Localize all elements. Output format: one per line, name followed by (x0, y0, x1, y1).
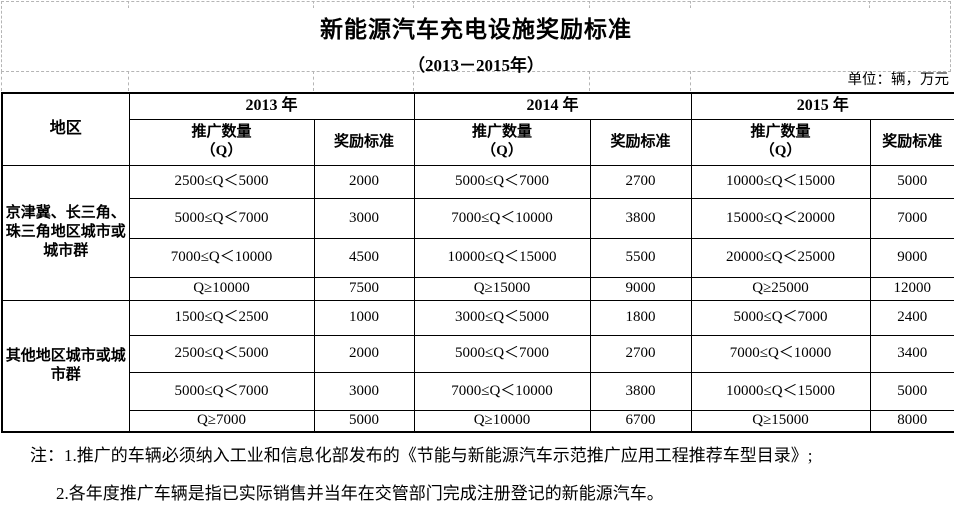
table-row: 其他地区城市或城市群 1500≤Q＜2500 1000 3000≤Q＜5000 … (1, 299, 954, 433)
table-cell: 10000≤Q＜15000 (690, 164, 871, 199)
unit-note: 单位：辆，万元 (847, 72, 950, 88)
table-cell: 1500≤Q＜2500 (128, 299, 315, 336)
table-cell: 2000 (313, 334, 415, 373)
table-row: 2500≤Q＜5000 2000 5000≤Q＜7000 2700 7000≤Q… (2, 334, 954, 373)
year-header-2014: 2014 年 (413, 92, 692, 120)
title-area: 新能源汽车充电设施奖励标准 （2013－2015年） (1, 1, 951, 75)
table-row: 京津冀、长三角、珠三角地区城市或城市群 2500≤Q＜5000 2000 500… (1, 164, 954, 301)
reward-header-2013: 奖励标准 (313, 118, 415, 166)
table-cell: Q≥15000 (413, 276, 591, 301)
table-cell: 1000 (313, 299, 415, 336)
table-cell: 5000 (313, 409, 415, 433)
table-cell: 5000 (869, 371, 954, 411)
qty-header-label: 推广数量 (472, 124, 533, 141)
table-cell: 2000 (313, 164, 415, 199)
qty-header-q: （Q） (759, 143, 802, 159)
table-cell: Q≥7000 (128, 409, 315, 433)
table-cell: 10000≤Q＜15000 (413, 237, 591, 278)
table-row-subheaders: 推广数量 （Q） 奖励标准 推广数量 （Q） 奖励标准 推广数量 （Q） 奖励标… (2, 118, 954, 166)
table-cell: 9000 (869, 237, 954, 278)
qty-header-q: （Q） (200, 143, 243, 159)
qty-header-label: 推广数量 (191, 124, 252, 141)
table-cell: 2500≤Q＜5000 (128, 164, 315, 199)
table-cell: 2700 (589, 334, 692, 373)
table-row: 5000≤Q＜7000 3000 7000≤Q＜10000 3800 10000… (2, 371, 954, 411)
table-cell: 7000≤Q＜10000 (413, 197, 591, 239)
qty-header-2013: 推广数量 （Q） (128, 118, 315, 166)
table-cell: 7500 (313, 276, 415, 301)
table-cell: 7000≤Q＜10000 (413, 371, 591, 411)
table-cell: 20000≤Q＜25000 (690, 237, 871, 278)
table-cell: 5000≤Q＜7000 (690, 299, 871, 336)
region-label-key-areas: 京津冀、长三角、珠三角地区城市或城市群 (1, 164, 130, 301)
table-cell: 8000 (869, 409, 954, 433)
gridline-tick (869, 1, 870, 8)
table-cell: 1800 (589, 299, 692, 336)
table-row: Q≥10000 7500 Q≥15000 9000 Q≥25000 12000 (2, 276, 954, 301)
table-cell: 6700 (589, 409, 692, 433)
table-cell: 5000 (869, 164, 954, 199)
footnote-2: 2.各年度推广车辆是指已实际销售并当年在交管部门完成注册登记的新能源汽车。 (56, 484, 664, 503)
gridline-tick (413, 71, 414, 91)
qty-header-q: （Q） (481, 143, 523, 159)
document-subtitle: （2013－2015年） (408, 56, 544, 75)
qty-header-2015: 推广数量 （Q） (690, 118, 871, 166)
table-cell: Q≥25000 (690, 276, 871, 301)
reward-table: 地区 2013 年 2014 年 2015 年 推广数量 （Q） 奖励标准 推广… (1, 92, 954, 433)
year-header-2013: 2013 年 (128, 92, 415, 120)
qty-header-label: 推广数量 (750, 124, 811, 141)
table-row: 7000≤Q＜10000 4500 10000≤Q＜15000 5500 200… (2, 237, 954, 278)
table-cell: 2700 (589, 164, 692, 199)
gridline-tick (690, 1, 691, 8)
table-row-years: 地区 2013 年 2014 年 2015 年 (1, 92, 954, 166)
table-cell: 5000≤Q＜7000 (128, 197, 315, 239)
document-title: 新能源汽车充电设施奖励标准 (320, 17, 632, 42)
table-cell: 3800 (589, 197, 692, 239)
gridline-tick (413, 1, 414, 8)
table-cell: 5500 (589, 237, 692, 278)
table-cell: 15000≤Q＜20000 (690, 197, 871, 239)
table-cell: 3000 (313, 197, 415, 239)
gridline-tick (589, 71, 590, 91)
gridline-tick (128, 1, 129, 8)
region-column-header: 地区 (1, 92, 130, 166)
table-cell: 3800 (589, 371, 692, 411)
table-cell: Q≥15000 (690, 409, 871, 433)
table-cell: 12000 (869, 276, 954, 301)
gridline-tick (690, 71, 691, 91)
table-row: 5000≤Q＜7000 3000 7000≤Q＜10000 3800 15000… (2, 197, 954, 239)
gridline-tick (128, 71, 129, 91)
table-cell: 10000≤Q＜15000 (690, 371, 871, 411)
table-cell: 5000≤Q＜7000 (413, 164, 591, 199)
table-cell: 7000≤Q＜10000 (128, 237, 315, 278)
table-cell: Q≥10000 (413, 409, 591, 433)
table-cell: 3400 (869, 334, 954, 373)
table-cell: 3000≤Q＜5000 (413, 299, 591, 336)
table-cell: 2400 (869, 299, 954, 336)
table-cell: 7000 (869, 197, 954, 239)
gridline-tick (313, 71, 314, 91)
gridline-tick (313, 1, 314, 8)
table-cell: 5000≤Q＜7000 (413, 334, 591, 373)
table-cell: 4500 (313, 237, 415, 278)
table-cell: 9000 (589, 276, 692, 301)
region-label-other-areas: 其他地区城市或城市群 (1, 299, 130, 433)
gridline-tick (1, 71, 2, 91)
gridline-tick (589, 1, 590, 8)
qty-header-2014: 推广数量 （Q） (413, 118, 591, 166)
table-row: Q≥7000 5000 Q≥10000 6700 Q≥15000 8000 (2, 409, 954, 433)
table-cell: 7000≤Q＜10000 (690, 334, 871, 373)
reward-header-2015: 奖励标准 (869, 118, 954, 166)
year-header-2015: 2015 年 (690, 92, 954, 120)
reward-header-2014: 奖励标准 (589, 118, 692, 166)
table-cell: 2500≤Q＜5000 (128, 334, 315, 373)
table-cell: 5000≤Q＜7000 (128, 371, 315, 411)
footnote-1: 注：1.推广的车辆必须纳入工业和信息化部发布的《节能与新能源汽车示范推广应用工程… (30, 446, 813, 465)
table-cell: 3000 (313, 371, 415, 411)
table-cell: Q≥10000 (128, 276, 315, 301)
